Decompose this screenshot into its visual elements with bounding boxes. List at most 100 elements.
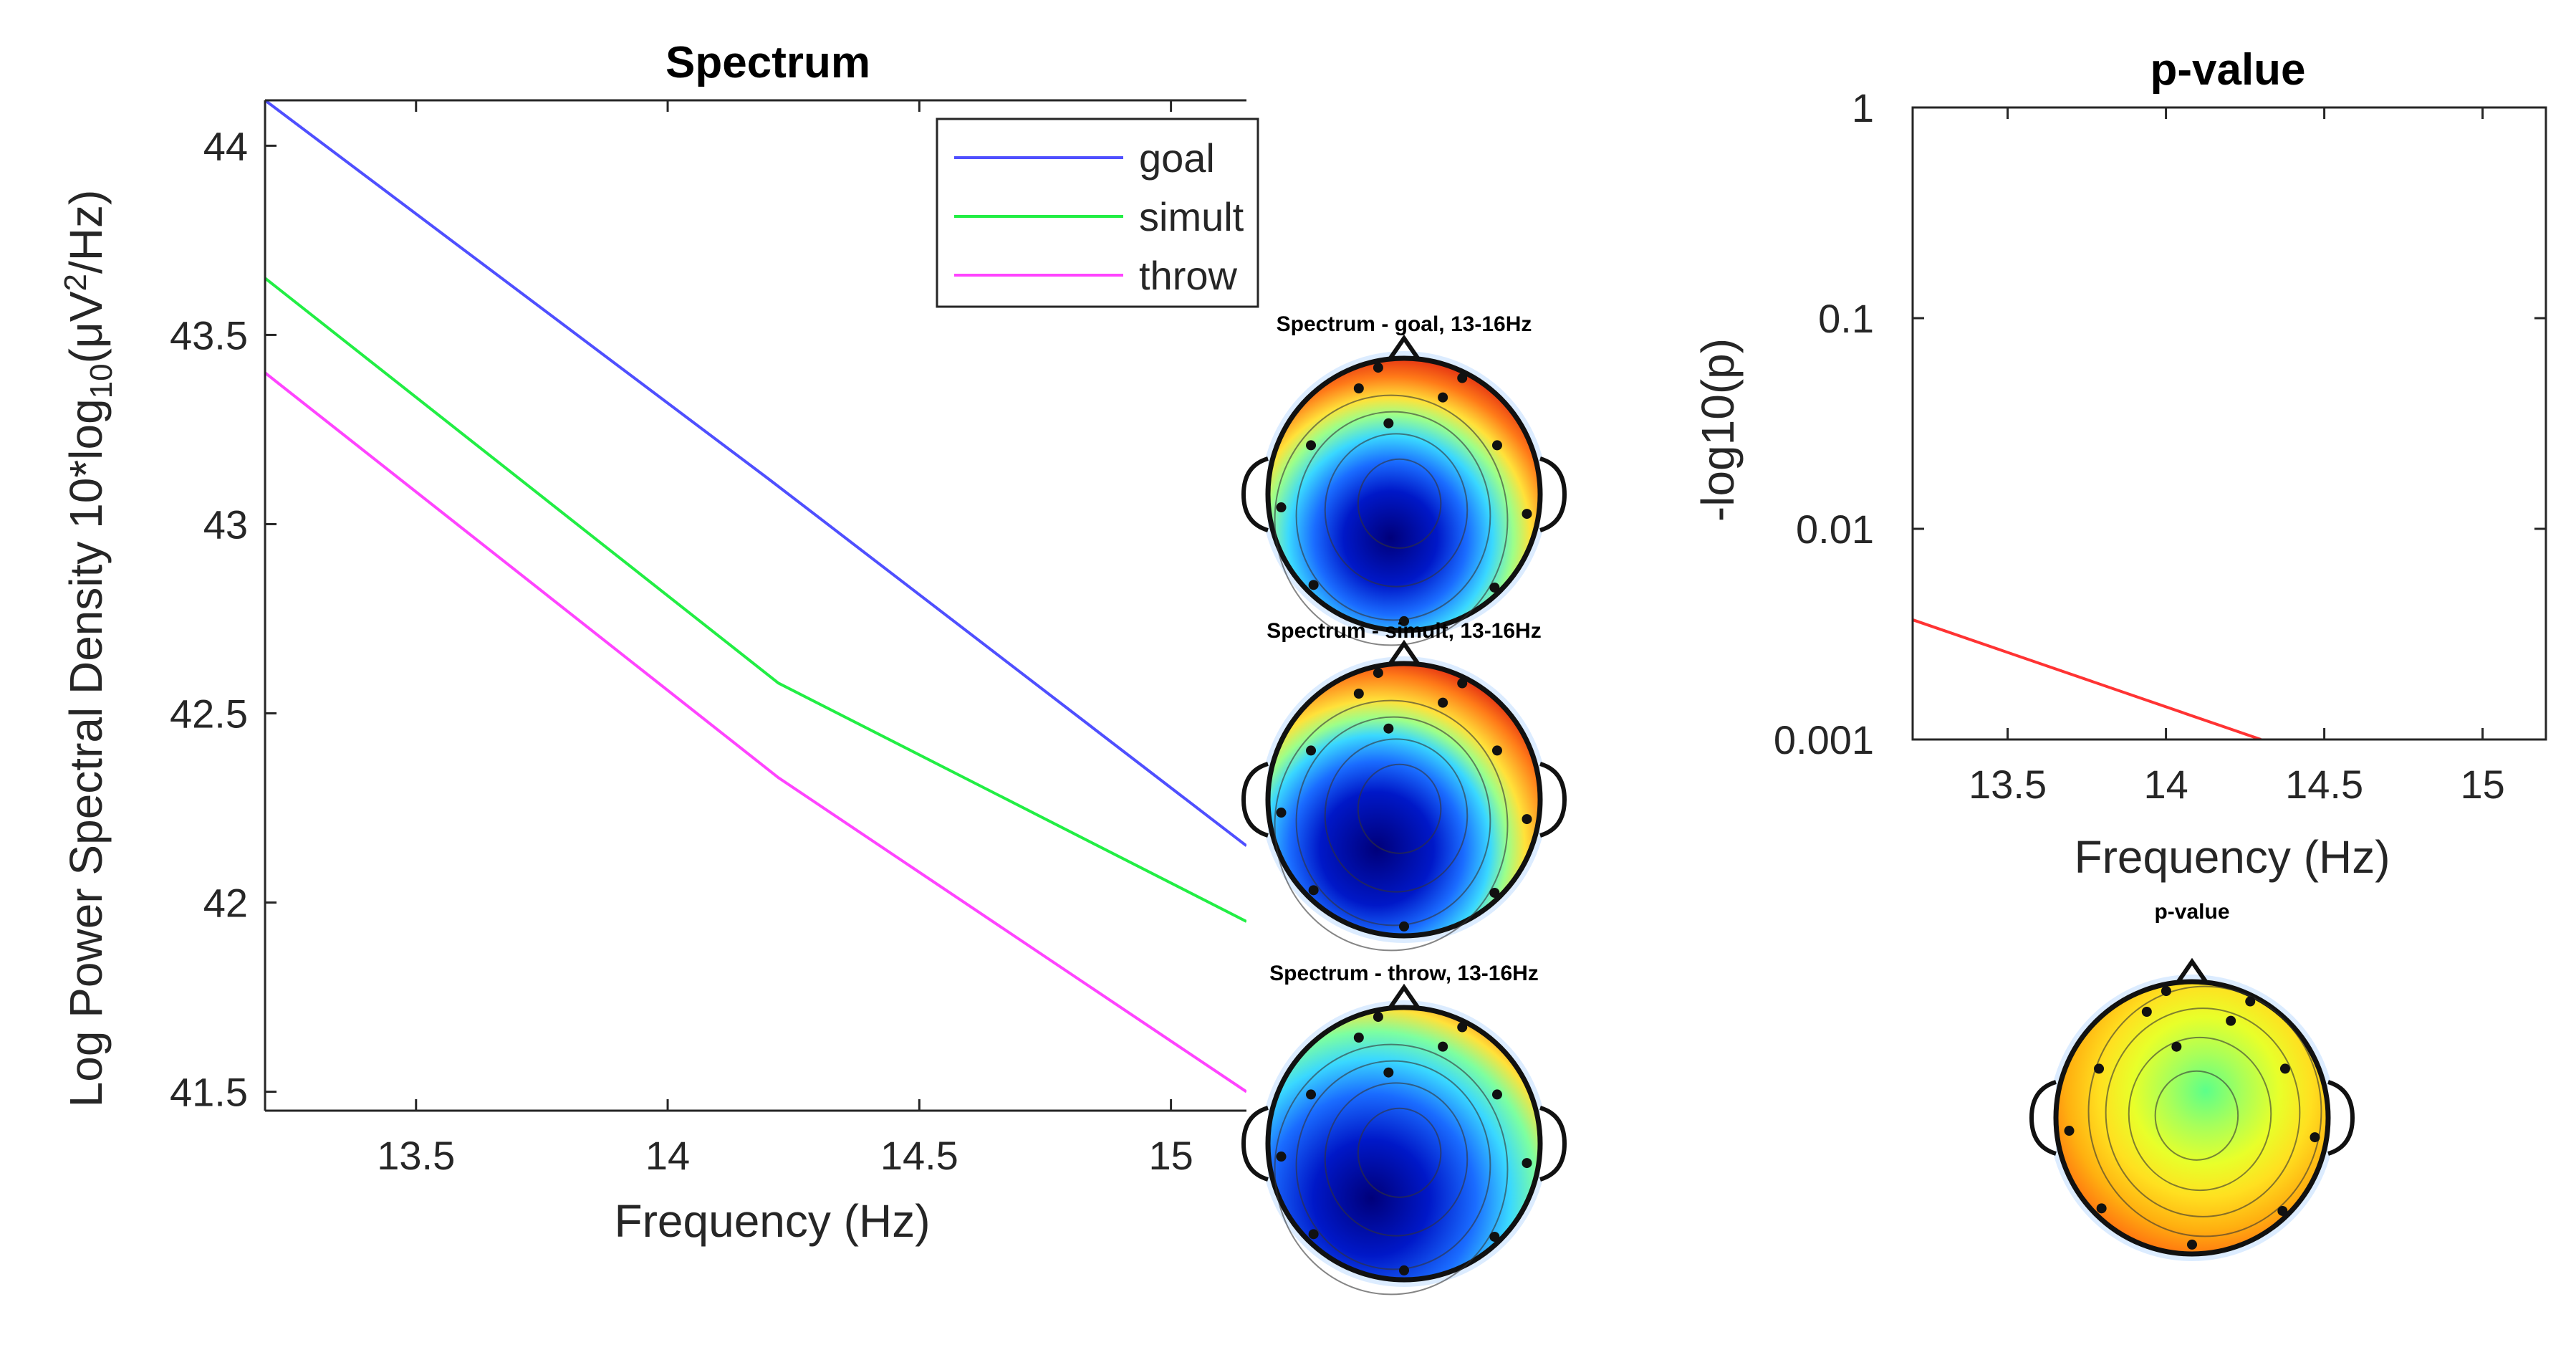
contour-line [2154,1070,2239,1161]
electrode-dot [1491,1089,1502,1100]
series-line-throw [265,371,1246,1093]
contour-line [1324,433,1469,588]
electrode-dot [1353,383,1364,393]
topomap-pvalue: p-value [2029,900,2355,1261]
nose-icon [2174,957,2210,986]
series-line-goal [265,100,1246,847]
electrode-dot [1276,502,1287,513]
electrode-dot [2279,1063,2290,1074]
electrode-dot [1522,814,1532,825]
x-tick-label: 14 [645,1133,690,1178]
topomaps: Spectrum - goal, 13-16Hz Spectrum - simul… [1241,312,2355,1296]
electrode-dot [1373,363,1383,373]
electrode-dot [1306,1089,1317,1100]
p-value-line [1913,618,2262,739]
electrode-dot [1353,1032,1364,1043]
contour-line [1295,411,1491,621]
x-tick-label: 13.5 [377,1133,455,1178]
electrode-dot [2064,1126,2075,1136]
topomap-title: p-value [2154,900,2229,924]
contour-line [1274,699,1509,952]
electrode-dot [2226,1015,2236,1026]
legend-label-goal: goal [1139,135,1215,181]
scalp-map [1265,1005,1543,1283]
electrode-dot [1308,580,1319,590]
scalp-map [1265,661,1543,939]
electrode-dot [1438,392,1448,403]
chart-title: Spectrum [665,38,870,87]
electrode-dot [1489,887,1500,898]
legend: goal simult throw [936,118,1259,308]
electrode-dot [1522,509,1532,520]
p-value-axes-box [1911,106,2547,741]
contour-line [2087,985,2322,1238]
electrode-dot [1383,1067,1394,1078]
p-value-x-axis-label: Frequency (Hz) [2075,831,2390,883]
electrode-dot [1383,723,1394,734]
contour-line [1357,763,1442,854]
y-tick-label: 44 [203,123,248,168]
electrode-dot [1383,418,1394,429]
scalp-map [1265,355,1543,633]
electrode-dot [1438,697,1448,708]
topomap-throw: Spectrum - throw, 13-16Hz [1241,962,1567,1296]
y-axis-label-sub: 10 [84,363,119,398]
scalp-map [2053,979,2331,1257]
electrode-dot [1308,1229,1319,1240]
p-value-y-axis-label: -log10(p) [1692,338,1744,522]
nose-icon [1386,334,1422,363]
p-value-chart: p-value 0.001 0.01 0.1 1 13.5 14 14.5 15 Freque… [1692,45,2547,883]
p-value-plot-area [1913,107,2546,739]
y-axis-label-end: /Hz) [60,190,112,274]
electrode-dot [1399,921,1409,932]
right-ear-icon [1539,456,1567,532]
left-ear-icon [1241,1106,1269,1182]
electrode-dot [2171,1041,2182,1052]
electrode-dot [1306,745,1317,756]
nose-icon [1386,983,1422,1012]
electrode-dot [1306,440,1317,451]
contour-line [1324,1082,1469,1237]
p-y-tick-label: 0.1 [1818,296,1874,341]
y-tick-label: 43.5 [170,312,248,358]
legend-label-simult: simult [1139,194,1244,239]
electrode-dot [1489,582,1500,593]
electrode-dot [1399,616,1409,626]
p-x-tick-label: 15 [2460,762,2504,807]
y-tick-label: 42 [203,881,248,926]
electrode-dot [1399,1265,1409,1275]
topomap-goal: Spectrum - goal, 13-16Hz [1241,312,1567,646]
electrode-dot [1438,1041,1448,1052]
electrode-dot [2094,1063,2105,1074]
electrode-dot [1373,1012,1383,1023]
y-axis-label-main: Log Power Spectral Density 10*log [60,398,112,1107]
p-x-tick-label: 14.5 [2285,762,2363,807]
right-ear-icon [2327,1080,2355,1156]
electrode-dot [2141,1006,2152,1017]
electrode-dot [2096,1203,2107,1214]
left-ear-icon [2029,1080,2057,1156]
electrode-dot [2187,1239,2197,1250]
x-tick-label: 15 [1148,1133,1193,1178]
electrode-dot [2310,1132,2320,1143]
electrode-dot [1522,1158,1532,1169]
x-axis-label: Frequency (Hz) [615,1195,931,1247]
p-value-chart-title: p-value [2150,45,2305,95]
p-y-tick-label: 0.01 [1796,507,1874,552]
p-x-tick-label: 13.5 [1969,762,2047,807]
electrode-dot [2245,996,2256,1007]
nose-icon [1386,639,1422,668]
electrode-dot [1457,1022,1468,1033]
series-line-simult [265,277,1246,923]
y-tick-label: 42.5 [170,691,248,737]
left-ear-icon [1241,762,1269,838]
electrode-dot [1373,668,1383,679]
right-ear-icon [1539,1106,1567,1182]
contour-line [2105,1007,2301,1217]
contour-line [1295,1060,1491,1270]
electrode-dot [1491,745,1502,756]
contour-line [1274,394,1509,646]
y-axis-label-rest: (μV [60,291,112,363]
contour-line [1295,716,1491,927]
